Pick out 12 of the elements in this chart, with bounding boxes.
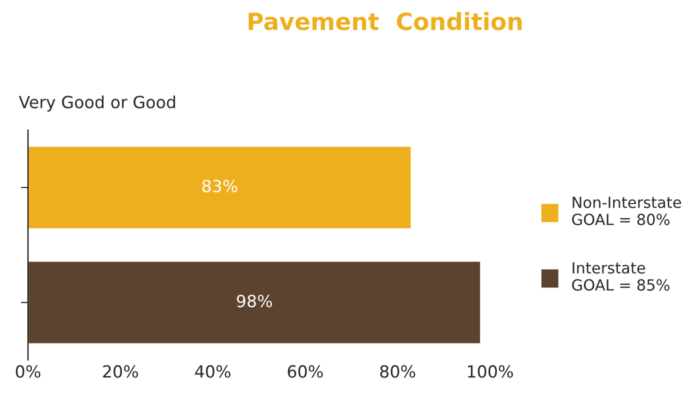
data-label: 98%	[236, 294, 272, 308]
legend-label: Interstate GOAL = 85%	[572, 262, 670, 291]
x-tick-label: 20%	[103, 365, 138, 378]
x-tick-label: 100%	[468, 365, 513, 378]
legend-label: Non-Interstate GOAL = 80%	[572, 196, 681, 226]
x-tick-label: 80%	[380, 365, 416, 378]
y-axis-title: Very Good or Good	[18, 95, 176, 112]
chart-title: Pavement Condition	[248, 12, 522, 30]
x-tick-label: 40%	[195, 365, 230, 378]
x-tick-label: 0%	[16, 365, 40, 378]
x-tick-label: 60%	[288, 365, 323, 378]
data-label: 83%	[202, 180, 238, 192]
